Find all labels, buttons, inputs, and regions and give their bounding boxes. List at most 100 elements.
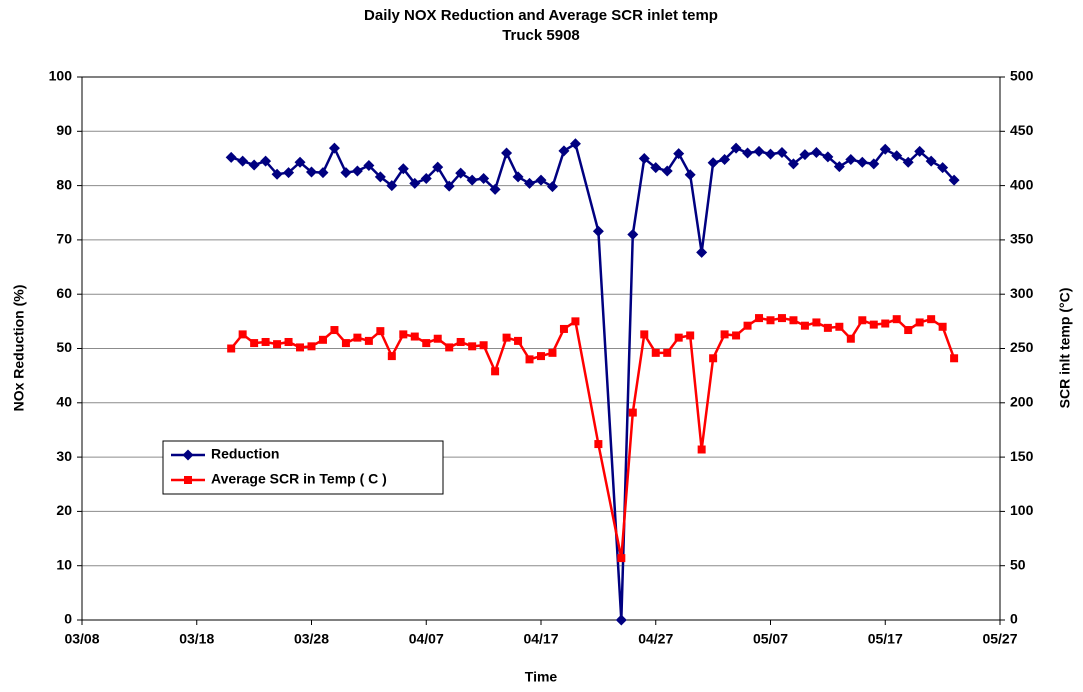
marker xyxy=(881,319,890,328)
marker xyxy=(697,445,706,454)
marker xyxy=(514,336,523,345)
marker xyxy=(445,343,454,352)
x-axis-label: Time xyxy=(525,669,558,685)
chart-title: Daily NOX Reduction and Average SCR inle… xyxy=(364,7,718,24)
marker xyxy=(640,330,649,339)
marker xyxy=(822,151,834,163)
marker xyxy=(422,339,431,348)
marker xyxy=(387,352,396,361)
marker xyxy=(328,142,340,154)
y2-tick-label: 0 xyxy=(1010,611,1018,627)
marker xyxy=(627,228,639,240)
marker xyxy=(283,167,295,179)
marker xyxy=(491,367,500,376)
marker xyxy=(765,148,776,160)
y2-tick-label: 50 xyxy=(1010,556,1026,572)
marker xyxy=(512,171,524,183)
x-tick-label: 05/07 xyxy=(753,631,788,647)
marker xyxy=(351,165,363,177)
y-tick-label: 40 xyxy=(56,394,72,410)
marker xyxy=(800,321,809,330)
y-tick-label: 70 xyxy=(56,231,72,247)
marker xyxy=(420,173,432,185)
marker xyxy=(479,341,488,350)
marker xyxy=(696,246,708,258)
x-tick-label: 03/18 xyxy=(179,631,214,647)
marker xyxy=(317,167,329,179)
marker xyxy=(363,160,375,172)
marker xyxy=(743,321,752,330)
marker xyxy=(638,152,650,164)
series-line xyxy=(230,316,956,559)
marker xyxy=(948,174,960,186)
marker xyxy=(686,331,695,340)
x-tick-label: 04/07 xyxy=(409,631,444,647)
marker xyxy=(397,163,409,175)
marker xyxy=(799,149,811,161)
x-tick-label: 05/17 xyxy=(868,631,903,647)
marker xyxy=(823,323,832,332)
marker xyxy=(892,315,901,324)
marker xyxy=(858,316,867,325)
marker xyxy=(296,343,305,352)
marker xyxy=(835,322,844,331)
marker xyxy=(766,316,775,325)
marker xyxy=(341,339,350,348)
marker xyxy=(927,315,936,324)
marker xyxy=(364,336,373,345)
y2-tick-label: 200 xyxy=(1010,394,1034,410)
marker xyxy=(925,155,937,167)
y-tick-label: 0 xyxy=(64,611,72,627)
marker xyxy=(306,166,317,178)
marker xyxy=(856,156,868,168)
legend-box xyxy=(162,440,444,495)
marker xyxy=(182,449,194,461)
series-line xyxy=(230,141,956,621)
marker xyxy=(868,158,880,170)
marker xyxy=(812,318,821,327)
marker xyxy=(571,317,580,326)
marker xyxy=(661,165,673,177)
x-tick-label: 04/27 xyxy=(638,631,673,647)
marker xyxy=(409,177,421,189)
marker xyxy=(559,324,568,333)
marker xyxy=(938,322,947,331)
marker xyxy=(548,348,557,357)
marker xyxy=(569,138,581,150)
marker xyxy=(789,316,798,325)
marker xyxy=(594,440,603,449)
marker xyxy=(709,354,718,363)
y-tick-label: 10 xyxy=(56,556,72,572)
marker xyxy=(340,167,352,179)
marker xyxy=(673,148,685,160)
marker xyxy=(707,157,719,169)
marker xyxy=(628,408,637,417)
marker xyxy=(237,155,249,167)
marker xyxy=(617,554,626,563)
marker xyxy=(833,161,845,173)
marker xyxy=(720,330,729,339)
marker xyxy=(869,320,878,329)
y2-tick-label: 150 xyxy=(1010,448,1034,464)
y2-tick-label: 400 xyxy=(1010,176,1034,192)
legend-label: Average SCR in Temp ( C ) xyxy=(211,471,387,487)
y2-tick-label: 450 xyxy=(1010,122,1034,138)
y-tick-label: 50 xyxy=(56,339,72,355)
marker xyxy=(225,151,237,163)
marker xyxy=(455,167,467,179)
marker xyxy=(399,330,408,339)
marker xyxy=(684,169,696,181)
marker xyxy=(353,333,362,342)
marker xyxy=(376,327,385,336)
marker xyxy=(902,156,914,168)
marker xyxy=(478,173,490,185)
marker xyxy=(651,348,660,357)
marker xyxy=(777,314,786,323)
marker xyxy=(742,147,754,159)
marker xyxy=(374,171,386,183)
y-tick-label: 80 xyxy=(56,176,72,192)
marker xyxy=(271,168,283,180)
x-tick-label: 05/27 xyxy=(982,631,1017,647)
chart-subtitle: Truck 5908 xyxy=(502,27,580,44)
x-tick-label: 03/08 xyxy=(64,631,99,647)
